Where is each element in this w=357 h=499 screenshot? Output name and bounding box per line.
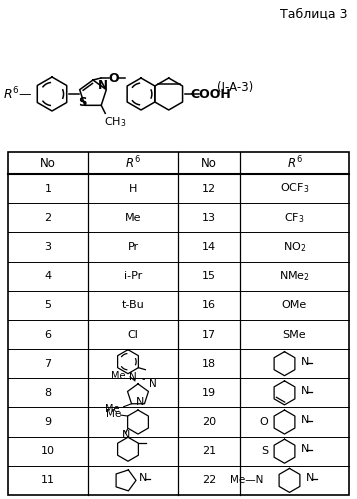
Text: OCF$_3$: OCF$_3$ (280, 182, 309, 196)
Text: 12: 12 (202, 184, 216, 194)
Text: Me—N: Me—N (230, 476, 263, 486)
Text: i-Pr: i-Pr (124, 271, 142, 281)
Text: 4: 4 (44, 271, 51, 281)
Text: 10: 10 (41, 446, 55, 456)
Text: Me: Me (106, 409, 121, 419)
Text: O: O (109, 71, 119, 84)
Text: No: No (40, 157, 56, 170)
Text: S: S (78, 95, 86, 108)
Text: 17: 17 (202, 329, 216, 339)
Text: N: N (136, 397, 144, 407)
Text: 1: 1 (45, 184, 51, 194)
Text: 13: 13 (202, 213, 216, 223)
Text: 15: 15 (202, 271, 216, 281)
Text: Me: Me (125, 213, 141, 223)
Text: CF$_3$: CF$_3$ (284, 211, 305, 225)
Text: 7: 7 (44, 359, 51, 369)
Text: 2: 2 (44, 213, 51, 223)
Text: $R^6$: $R^6$ (125, 155, 141, 171)
Text: 18: 18 (202, 359, 216, 369)
Text: CH$_3$: CH$_3$ (104, 115, 126, 129)
Text: 21: 21 (202, 446, 216, 456)
Text: N: N (301, 357, 309, 367)
Text: (I-A-3): (I-A-3) (217, 80, 253, 93)
Text: $R^6$—: $R^6$— (2, 86, 32, 102)
Bar (8, 152, 349, 495)
Text: 22: 22 (202, 476, 216, 486)
Text: N: N (121, 430, 130, 440)
Text: 3: 3 (45, 242, 51, 252)
Text: COOH: COOH (190, 87, 231, 100)
Text: N: N (301, 386, 309, 396)
Text: N: N (301, 415, 309, 425)
Text: 14: 14 (202, 242, 216, 252)
Text: Me: Me (111, 371, 126, 381)
Text: Cl: Cl (127, 329, 139, 339)
Text: N: N (150, 379, 157, 389)
Text: H: H (129, 184, 137, 194)
Text: O: O (260, 417, 268, 427)
Text: t-Bu: t-Bu (122, 300, 144, 310)
Text: N: N (306, 474, 314, 484)
Text: 9: 9 (44, 417, 51, 427)
Text: Таблица 3: Таблица 3 (281, 7, 348, 20)
Text: Pr: Pr (127, 242, 139, 252)
Text: S: S (261, 446, 268, 456)
Text: OMe: OMe (282, 300, 307, 310)
Text: 20: 20 (202, 417, 216, 427)
Text: SMe: SMe (283, 329, 306, 339)
Text: NO$_2$: NO$_2$ (283, 240, 306, 254)
Text: No: No (201, 157, 217, 170)
Text: $R^6$: $R^6$ (287, 155, 302, 171)
Text: 16: 16 (202, 300, 216, 310)
Text: Me: Me (105, 404, 120, 414)
Text: 6: 6 (45, 329, 51, 339)
Text: N: N (98, 78, 108, 91)
Text: N: N (301, 444, 309, 454)
Text: 5: 5 (45, 300, 51, 310)
Text: N: N (129, 372, 137, 382)
Text: NMe$_2$: NMe$_2$ (279, 269, 310, 283)
Text: 19: 19 (202, 388, 216, 398)
Text: 8: 8 (44, 388, 51, 398)
Text: 11: 11 (41, 476, 55, 486)
Text: N: N (139, 474, 147, 484)
Text: -: - (141, 374, 145, 384)
